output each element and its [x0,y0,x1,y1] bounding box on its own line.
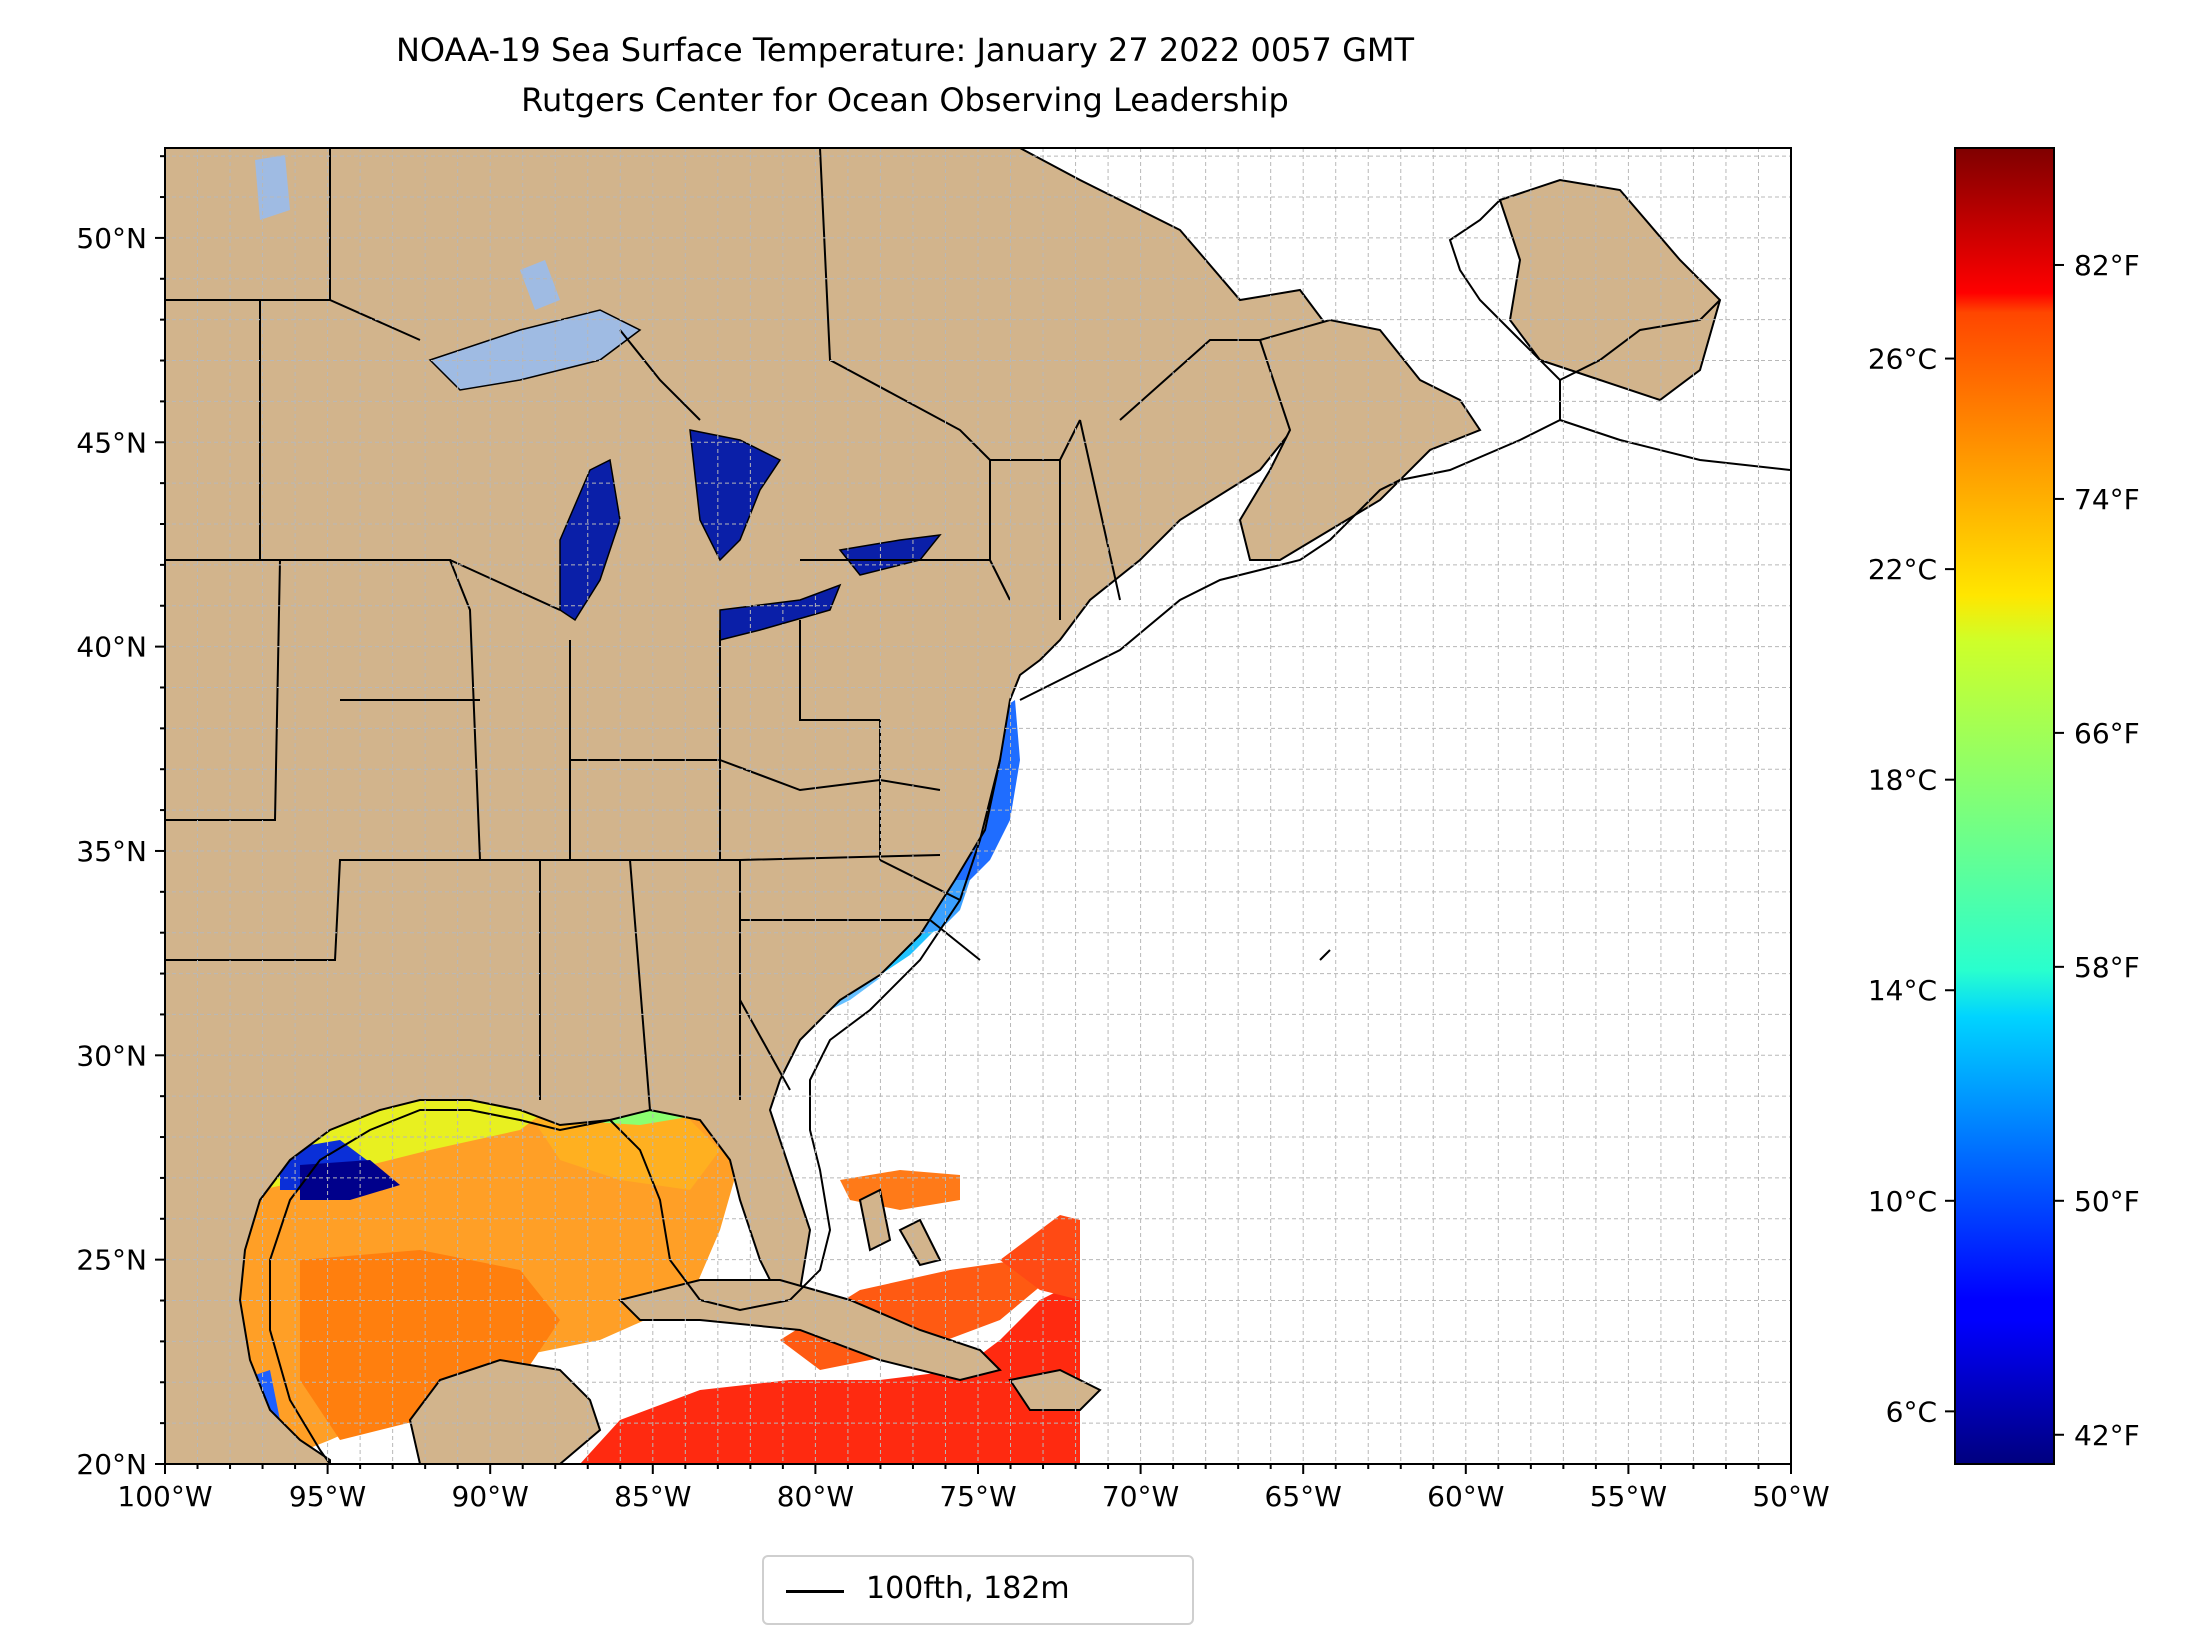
lat-tick-label: 50°N [76,222,147,255]
latitude-ticks: 20°N 25°N 30°N 35°N 40°N 45°N 50°N [76,155,165,1481]
longitude-ticks: 100°W 95°W 90°W 85°W 80°W 75°W 70°W 65°W 60°W 55°… [117,1464,1830,1513]
lon-tick-label: 80°W [777,1480,854,1513]
colorbar: 6°C 10°C 14°C 18°C 22°C 26°C 42°F 50°F 58°F 66°F… [1868,147,2140,1465]
legend: 100fth, 182m [762,1555,1194,1625]
lat-tick-label: 45°N [76,426,147,459]
colorbar-fahrenheit-ticks: 42°F 50°F 58°F 66°F 74°F 82°F [2054,249,2140,1452]
celsius-tick-label: 14°C [1868,974,1937,1007]
map-subtitle: Rutgers Center for Ocean Observing Leade… [521,81,1289,119]
great-lakes [255,155,942,641]
lon-tick-label: 90°W [452,1480,529,1513]
celsius-tick-label: 22°C [1868,553,1937,586]
celsius-tick-label: 6°C [1886,1395,1937,1428]
lon-tick-label: 85°W [614,1480,691,1513]
celsius-tick-label: 26°C [1868,343,1937,376]
land [165,148,1722,1464]
fahrenheit-tick-label: 58°F [2074,951,2140,984]
lat-tick-label: 40°N [76,631,147,664]
fahrenheit-tick-label: 42°F [2074,1419,2140,1452]
lon-tick-label: 70°W [1102,1480,1179,1513]
lon-tick-label: 50°W [1752,1480,1829,1513]
lon-tick-label: 65°W [1265,1480,1342,1513]
legend-label: 100fth, 182m [866,1571,1070,1606]
fahrenheit-tick-label: 82°F [2074,249,2140,282]
political-borders [165,148,1260,1111]
lon-tick-label: 95°W [289,1480,366,1513]
fahrenheit-tick-label: 66°F [2074,717,2140,750]
legend-line-swatch [786,1590,844,1593]
colorbar-gradient [1954,147,2055,1465]
lon-tick-label: 60°W [1427,1480,1504,1513]
lon-tick-label: 75°W [939,1480,1016,1513]
colorbar-celsius-ticks: 6°C 10°C 14°C 18°C 22°C 26°C [1868,343,1955,1428]
lat-tick-label: 20°N [76,1448,147,1481]
lon-tick-label: 55°W [1590,1480,1667,1513]
lat-tick-label: 30°N [76,1039,147,1072]
gridlines [165,148,1791,1464]
fahrenheit-tick-label: 50°F [2074,1185,2140,1218]
lon-tick-label: 100°W [117,1480,212,1513]
lat-tick-label: 35°N [76,835,147,868]
lat-tick-label: 25°N [76,1244,147,1277]
celsius-tick-label: 18°C [1868,764,1937,797]
fahrenheit-tick-label: 74°F [2074,483,2140,516]
isobath-100fth [269,199,1791,1464]
map-title: NOAA-19 Sea Surface Temperature: January… [395,31,1415,69]
celsius-tick-label: 10°C [1868,1185,1937,1218]
